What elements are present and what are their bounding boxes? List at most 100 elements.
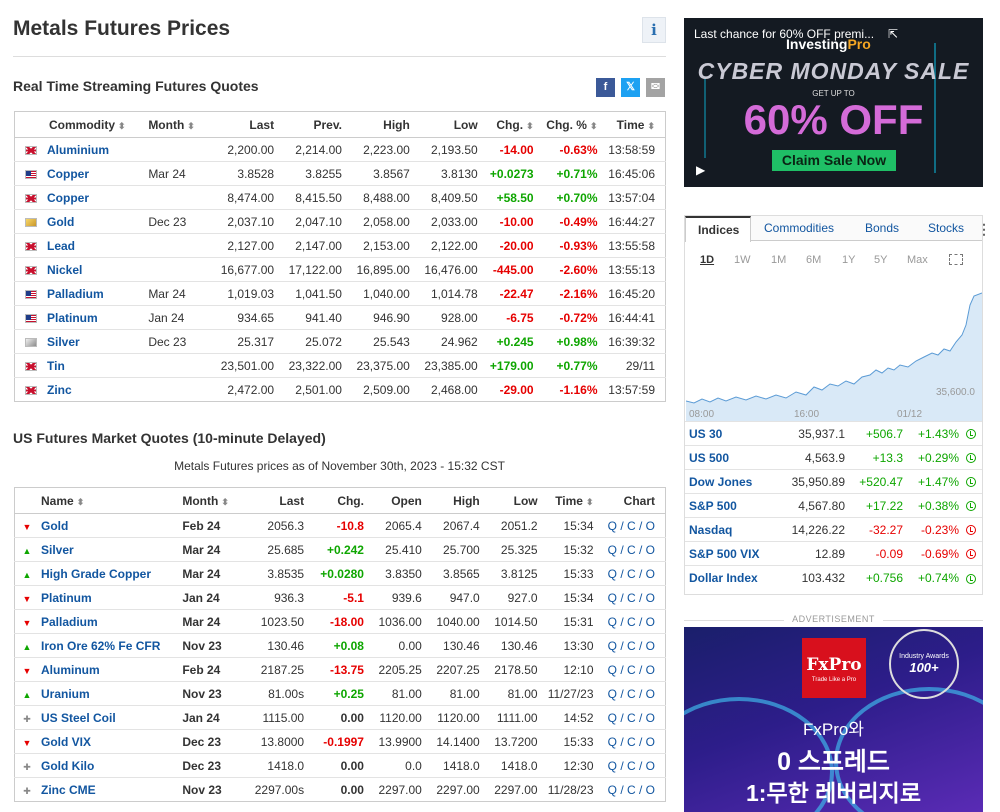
- future-link[interactable]: High Grade Copper: [41, 566, 152, 581]
- commodity-link[interactable]: Copper: [47, 166, 89, 181]
- chart-links[interactable]: Q / C / O: [593, 705, 666, 730]
- range-max[interactable]: Max: [907, 254, 928, 266]
- commodity-link[interactable]: Copper: [47, 190, 89, 205]
- chart-links[interactable]: Q / C / O: [607, 782, 655, 797]
- tab-bonds[interactable]: Bonds: [865, 221, 900, 235]
- column-header[interactable]: Low: [479, 487, 538, 514]
- future-link[interactable]: US Steel Coil: [41, 710, 116, 725]
- future-link[interactable]: Gold: [41, 518, 69, 533]
- index-link[interactable]: Dow Jones: [685, 469, 775, 494]
- commodity-cell: Lead: [14, 233, 149, 258]
- range-6m[interactable]: 6M: [806, 254, 822, 266]
- chart-links[interactable]: Q / C / O: [593, 609, 666, 634]
- index-link[interactable]: Dollar Index: [685, 565, 775, 590]
- chart-links[interactable]: Q / C / O: [593, 633, 666, 658]
- column-header[interactable]: Prev.: [274, 111, 342, 138]
- index-link[interactable]: S&P 500 VIX: [685, 541, 775, 566]
- chart-links[interactable]: Q / C / O: [593, 585, 666, 610]
- facebook-share-icon[interactable]: f: [596, 78, 615, 97]
- column-header[interactable]: Month ⬍: [182, 487, 243, 514]
- column-header[interactable]: Chart: [593, 487, 666, 514]
- chart-links[interactable]: Q / C / O: [593, 537, 666, 562]
- fxpro-ad[interactable]: FxPro Trade Like a Pro Industry Awards 100…: [684, 627, 983, 812]
- range-1y[interactable]: 1Y: [842, 254, 856, 266]
- future-link[interactable]: Aluminum: [41, 662, 100, 677]
- award-title: Industry Awards: [899, 653, 949, 660]
- chart-links[interactable]: Q / C / O: [593, 561, 666, 586]
- tab-indices[interactable]: Indices: [685, 216, 751, 242]
- chg-cell: +179.00: [477, 353, 534, 378]
- column-header[interactable]: High: [341, 111, 410, 138]
- column-header[interactable]: Chg. % ⬍: [533, 111, 598, 138]
- chart-links[interactable]: Q / C / O: [593, 753, 666, 778]
- column-header[interactable]: Low: [409, 111, 478, 138]
- more-options-icon[interactable]: ⋮: [977, 221, 991, 237]
- commodity-link[interactable]: Aluminium: [47, 142, 109, 157]
- future-link[interactable]: Palladium: [41, 614, 98, 629]
- commodity-link[interactable]: Tin: [47, 358, 65, 373]
- column-header[interactable]: Commodity ⬍: [14, 111, 149, 138]
- column-header[interactable]: Time ⬍: [537, 487, 594, 514]
- table-row: Silver Dec 23 25.317 25.072 25.543 24.962 +0.2…: [14, 329, 666, 354]
- email-share-icon[interactable]: ✉: [646, 78, 665, 97]
- range-1d[interactable]: 1D: [700, 254, 715, 266]
- column-header[interactable]: High: [421, 487, 480, 514]
- chart-links[interactable]: Q / C / O: [593, 681, 666, 706]
- commodity-link[interactable]: Platinum: [47, 310, 98, 325]
- commodity-link[interactable]: Nickel: [47, 262, 83, 277]
- column-header[interactable]: Open: [363, 487, 422, 514]
- column-header[interactable]: Chg.: [304, 487, 364, 514]
- investingpro-ad[interactable]: Last chance for 60% OFF premi... ⇱ Inves…: [684, 18, 983, 187]
- commodity-link[interactable]: Zinc: [47, 382, 72, 397]
- claim-sale-button[interactable]: Claim Sale Now: [772, 150, 896, 171]
- low-cell: 81.00: [479, 681, 538, 706]
- expand-chart-icon[interactable]: [949, 254, 963, 265]
- index-link[interactable]: S&P 500: [685, 493, 775, 518]
- twitter-share-icon[interactable]: 𝕏: [621, 78, 640, 97]
- column-header[interactable]: Chg. ⬍: [477, 111, 534, 138]
- commodity-link[interactable]: Silver: [47, 334, 80, 349]
- tab-commodities[interactable]: Commodities: [764, 221, 835, 235]
- ad-line-1: FxPro와: [803, 720, 864, 739]
- chart-x-label: 01/12: [897, 409, 922, 420]
- index-link[interactable]: Nasdaq: [685, 517, 775, 542]
- index-link[interactable]: US 500: [685, 445, 775, 470]
- tab-stocks[interactable]: Stocks: [928, 221, 965, 235]
- table-row: ▲ Uranium Nov 23 81.00s +0.25 81.00 81.00 81.00…: [14, 681, 666, 706]
- column-header[interactable]: Time ⬍: [597, 111, 666, 138]
- future-link[interactable]: Gold Kilo: [41, 758, 95, 773]
- commodity-link[interactable]: Lead: [47, 238, 76, 253]
- range-5y[interactable]: 5Y: [874, 254, 888, 266]
- last-cell: 2297.00s: [254, 782, 305, 797]
- last-cell: 2,472.00: [227, 382, 275, 397]
- range-1w[interactable]: 1W: [734, 254, 751, 266]
- column-header[interactable]: Last: [214, 111, 275, 138]
- month-cell: Dec 23: [182, 729, 243, 754]
- uk-flag-icon: [25, 265, 37, 275]
- info-icon[interactable]: i: [642, 17, 666, 43]
- down-arrow-icon: ▼: [22, 593, 32, 604]
- index-change-pct: +0.74%: [903, 565, 959, 590]
- future-link[interactable]: Uranium: [41, 686, 90, 701]
- column-header[interactable]: Name ⬍: [14, 487, 183, 514]
- future-link[interactable]: Gold VIX: [41, 734, 92, 749]
- commodity-link[interactable]: Gold: [47, 214, 75, 229]
- chart-links[interactable]: Q / C / O: [593, 657, 666, 682]
- share-icon[interactable]: ⇱: [888, 27, 899, 41]
- index-link[interactable]: US 30: [685, 421, 775, 446]
- play-icon[interactable]: ▶: [696, 163, 706, 177]
- commodity-cell: Aluminium: [14, 137, 149, 162]
- future-link[interactable]: Iron Ore 62% Fe CFR: [41, 638, 161, 653]
- commodity-link[interactable]: Palladium: [47, 286, 104, 301]
- future-link[interactable]: Platinum: [41, 590, 92, 605]
- future-link[interactable]: Zinc CME: [41, 782, 96, 797]
- ad-decoration-line: [934, 43, 936, 173]
- column-header[interactable]: Last: [242, 487, 305, 514]
- chg-cell: +0.242: [304, 537, 364, 562]
- range-1m[interactable]: 1M: [771, 254, 787, 266]
- chg-cell: +0.0280: [304, 561, 364, 586]
- column-header[interactable]: Month ⬍: [148, 111, 215, 138]
- chart-links[interactable]: Q / C / O: [593, 729, 666, 754]
- chart-links[interactable]: Q / C / O: [593, 513, 666, 538]
- future-link[interactable]: Silver: [41, 542, 74, 557]
